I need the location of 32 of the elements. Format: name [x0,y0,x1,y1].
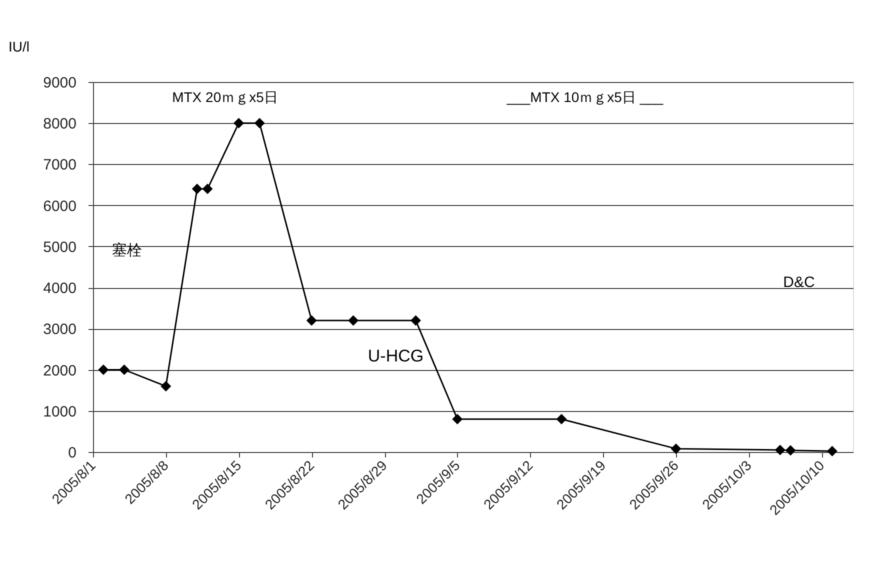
y-tick-label: 5000 [43,238,76,256]
point [556,414,567,424]
annotation: MTX 20ｍｇx5日 [172,89,278,105]
point [254,118,265,128]
y-tick-label: 0 [68,444,76,462]
point [785,445,796,456]
point [452,414,463,424]
point [410,315,421,326]
y-tick-label: 6000 [43,198,76,215]
y-tick-label: 2000 [43,362,76,380]
point [348,315,359,326]
point [160,380,172,392]
point [826,446,838,456]
point [234,118,244,128]
point [670,443,682,454]
annotation: ___MTX 10ｍｇx5日 ___ [506,89,664,105]
annotation: D&C [783,274,815,291]
series-label: U-HCG [368,346,424,366]
point [118,364,130,376]
y-tick-label: 4000 [43,280,76,298]
y-tick-label: 1000 [43,403,76,420]
point [98,364,109,376]
y-axis-title: IU/l [8,38,30,54]
point [774,444,786,456]
y-tick-label: 3000 [43,321,76,338]
y-tick-label: 7000 [43,156,76,174]
y-tick-label: 9000 [43,74,76,92]
point [306,315,317,326]
annotation: 塞栓 [112,242,142,259]
point [192,184,202,194]
point [202,184,213,194]
y-tick-label: 8000 [43,116,76,133]
